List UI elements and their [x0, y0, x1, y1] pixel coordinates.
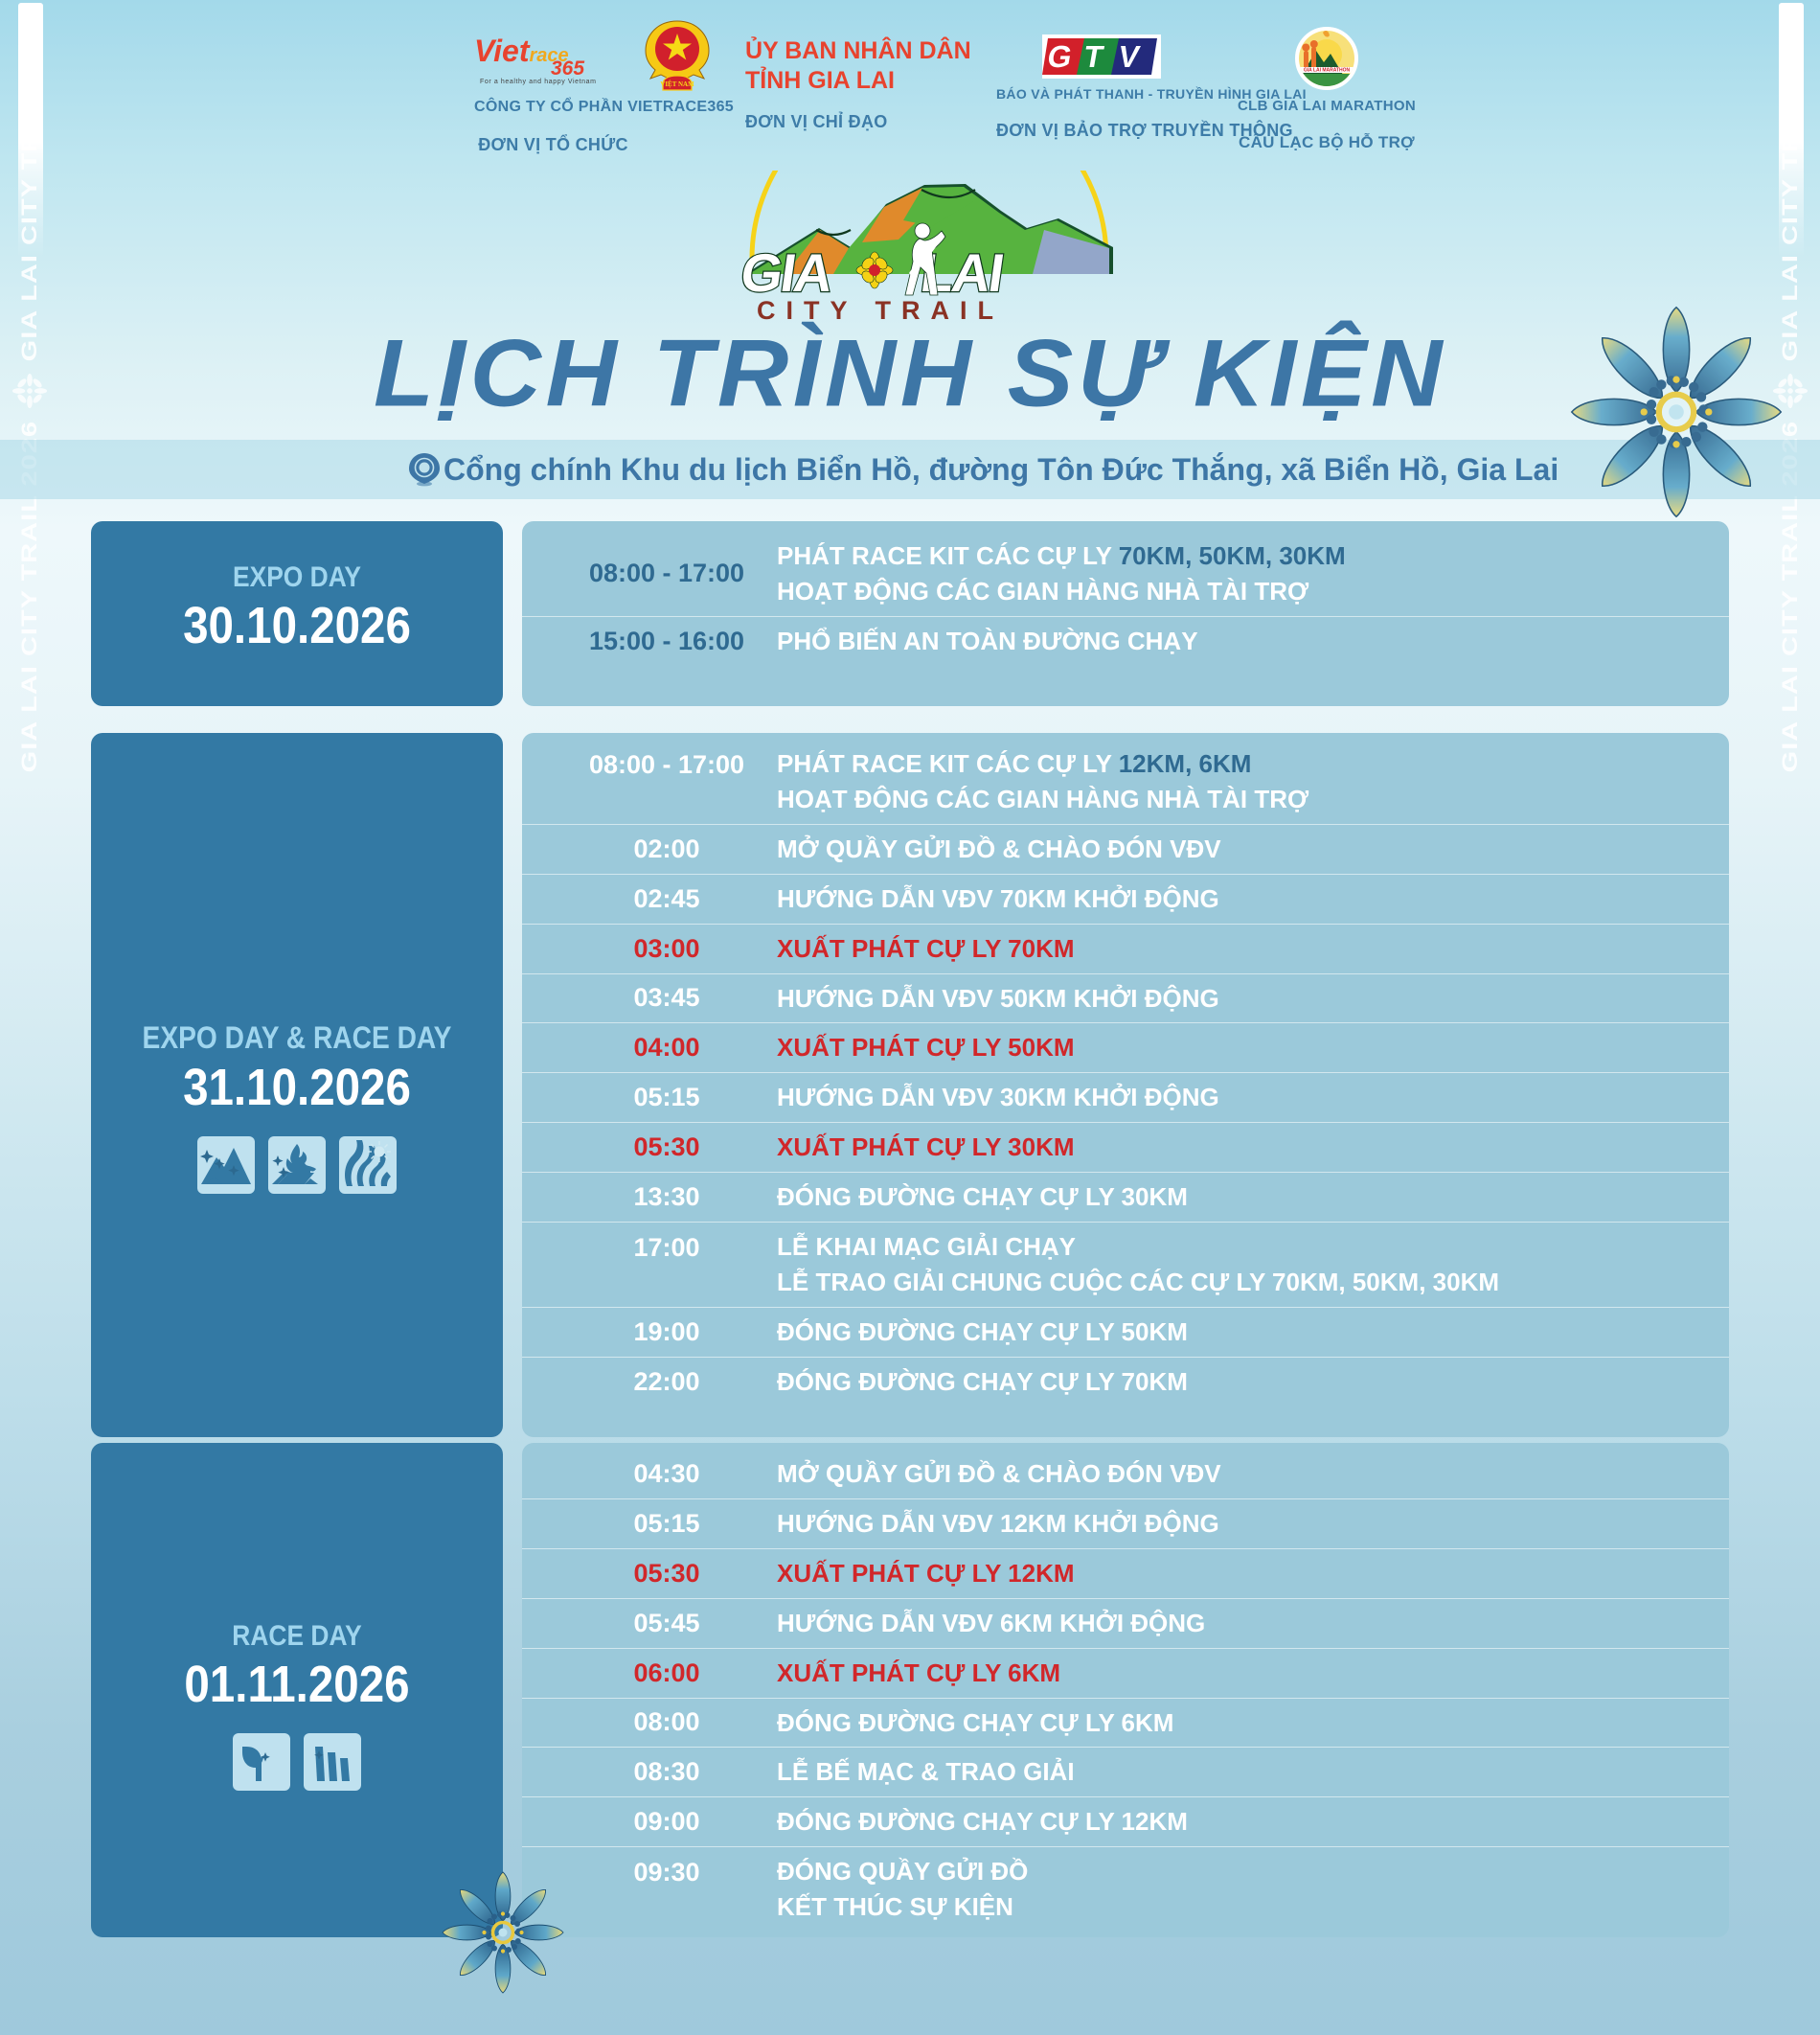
- svg-text:365: 365: [551, 57, 584, 80]
- svg-text:GIA: GIA: [738, 242, 837, 303]
- svg-text:VIỆT NAM: VIỆT NAM: [660, 80, 694, 88]
- svg-text:GIA LAI MARATHON: GIA LAI MARATHON: [1304, 68, 1351, 74]
- svg-text:For a healthy and happy Vietna: For a healthy and happy Vietnam: [480, 79, 597, 85]
